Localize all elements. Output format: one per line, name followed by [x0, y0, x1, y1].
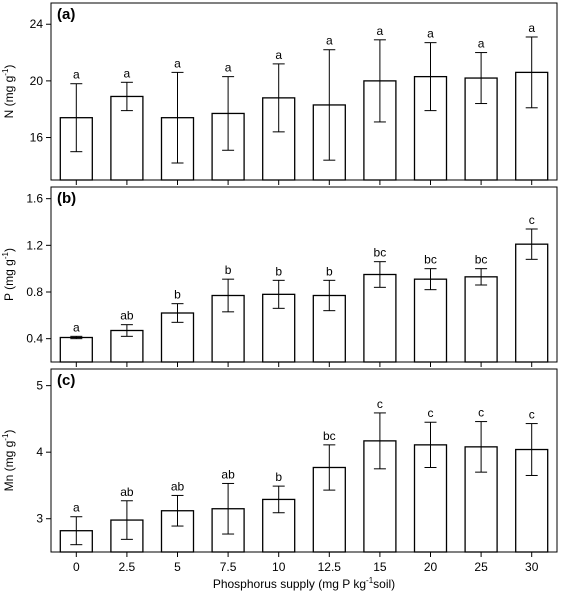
significance-letter: ab — [120, 485, 134, 499]
bar — [413, 278, 448, 363]
x-tick-label: 2.5 — [119, 560, 136, 574]
x-axis-title: Phosphorus supply (mg P kg-1soil) — [213, 576, 395, 591]
significance-letter: a — [73, 68, 80, 82]
y-tick-label: 24 — [30, 17, 44, 31]
y-tick-label: 20 — [30, 74, 44, 88]
y-tick-label: 16 — [30, 131, 44, 145]
y-axis-title: P (mg g-1) — [1, 248, 16, 301]
x-tick-label: 20 — [424, 560, 438, 574]
significance-letter: c — [377, 397, 383, 411]
significance-letter: a — [377, 24, 384, 38]
x-tick-label: 5 — [174, 560, 181, 574]
plot-frame — [50, 368, 558, 553]
bar — [59, 336, 93, 363]
y-tick-label: 5 — [36, 379, 43, 393]
panel-label: (a) — [57, 6, 75, 23]
significance-letter: a — [174, 56, 181, 70]
bar — [515, 243, 549, 363]
significance-letter: ab — [171, 479, 185, 493]
significance-letter: b — [275, 470, 282, 484]
bar — [464, 276, 498, 363]
y-axis-title: N (mg g-1) — [1, 65, 16, 119]
y-tick-label: 4 — [36, 445, 43, 459]
y-tick-label: 1.6 — [26, 192, 43, 206]
x-tick-label: 12.5 — [318, 560, 342, 574]
significance-letter: c — [478, 406, 484, 420]
y-tick-label: 0.8 — [26, 285, 43, 299]
x-tick-label: 10 — [272, 560, 286, 574]
y-tick-label: 0.4 — [26, 332, 43, 346]
significance-letter: c — [529, 213, 535, 227]
significance-letter: ab — [221, 467, 235, 481]
significance-letter: b — [225, 263, 232, 277]
plot-frame — [50, 186, 558, 363]
plot-frame — [50, 2, 558, 181]
significance-letter: ab — [120, 309, 134, 323]
x-tick-label: 0 — [73, 560, 80, 574]
significance-letter: a — [124, 66, 131, 80]
x-tick-label: 25 — [474, 560, 488, 574]
significance-letter: bc — [424, 253, 437, 267]
significance-letter: b — [174, 288, 181, 302]
significance-letter: a — [73, 320, 80, 334]
panel-c: (c) 3 4 5 Mn (mg g-1) a 0 ab 2.5 ab 5 ab 7.5 b 10 bc 12.… — [1, 368, 558, 591]
x-tick-label: 15 — [373, 560, 387, 574]
y-tick-label: 3 — [36, 512, 43, 526]
significance-letter: c — [529, 408, 535, 422]
significance-letter: a — [73, 501, 80, 515]
significance-letter: bc — [475, 253, 488, 267]
significance-letter: a — [225, 61, 232, 75]
significance-letter: a — [275, 48, 282, 62]
y-axis-title: Mn (mg g-1) — [1, 430, 16, 492]
significance-letter: bc — [374, 246, 387, 260]
significance-letter: b — [326, 264, 333, 278]
panel-label: (b) — [57, 190, 76, 207]
significance-letter: a — [326, 34, 333, 48]
x-tick-label: 30 — [525, 560, 539, 574]
significance-letter: c — [428, 406, 434, 420]
significance-letter: b — [275, 264, 282, 278]
x-tick-label: 7.5 — [220, 560, 237, 574]
significance-letter: a — [427, 27, 434, 41]
significance-letter: bc — [323, 429, 336, 443]
y-tick-label: 1.2 — [26, 238, 43, 252]
significance-letter: a — [528, 21, 535, 35]
panel-a: (a) 16 20 24 N (mg g-1) a a a a a a a a a a — [1, 2, 558, 185]
panel-b: (b) 0.4 0.8 1.2 1.6 P (mg g-1) a ab b b b b bc bc bc c — [1, 186, 558, 367]
significance-letter: a — [478, 37, 485, 51]
panel-label: (c) — [57, 372, 75, 389]
